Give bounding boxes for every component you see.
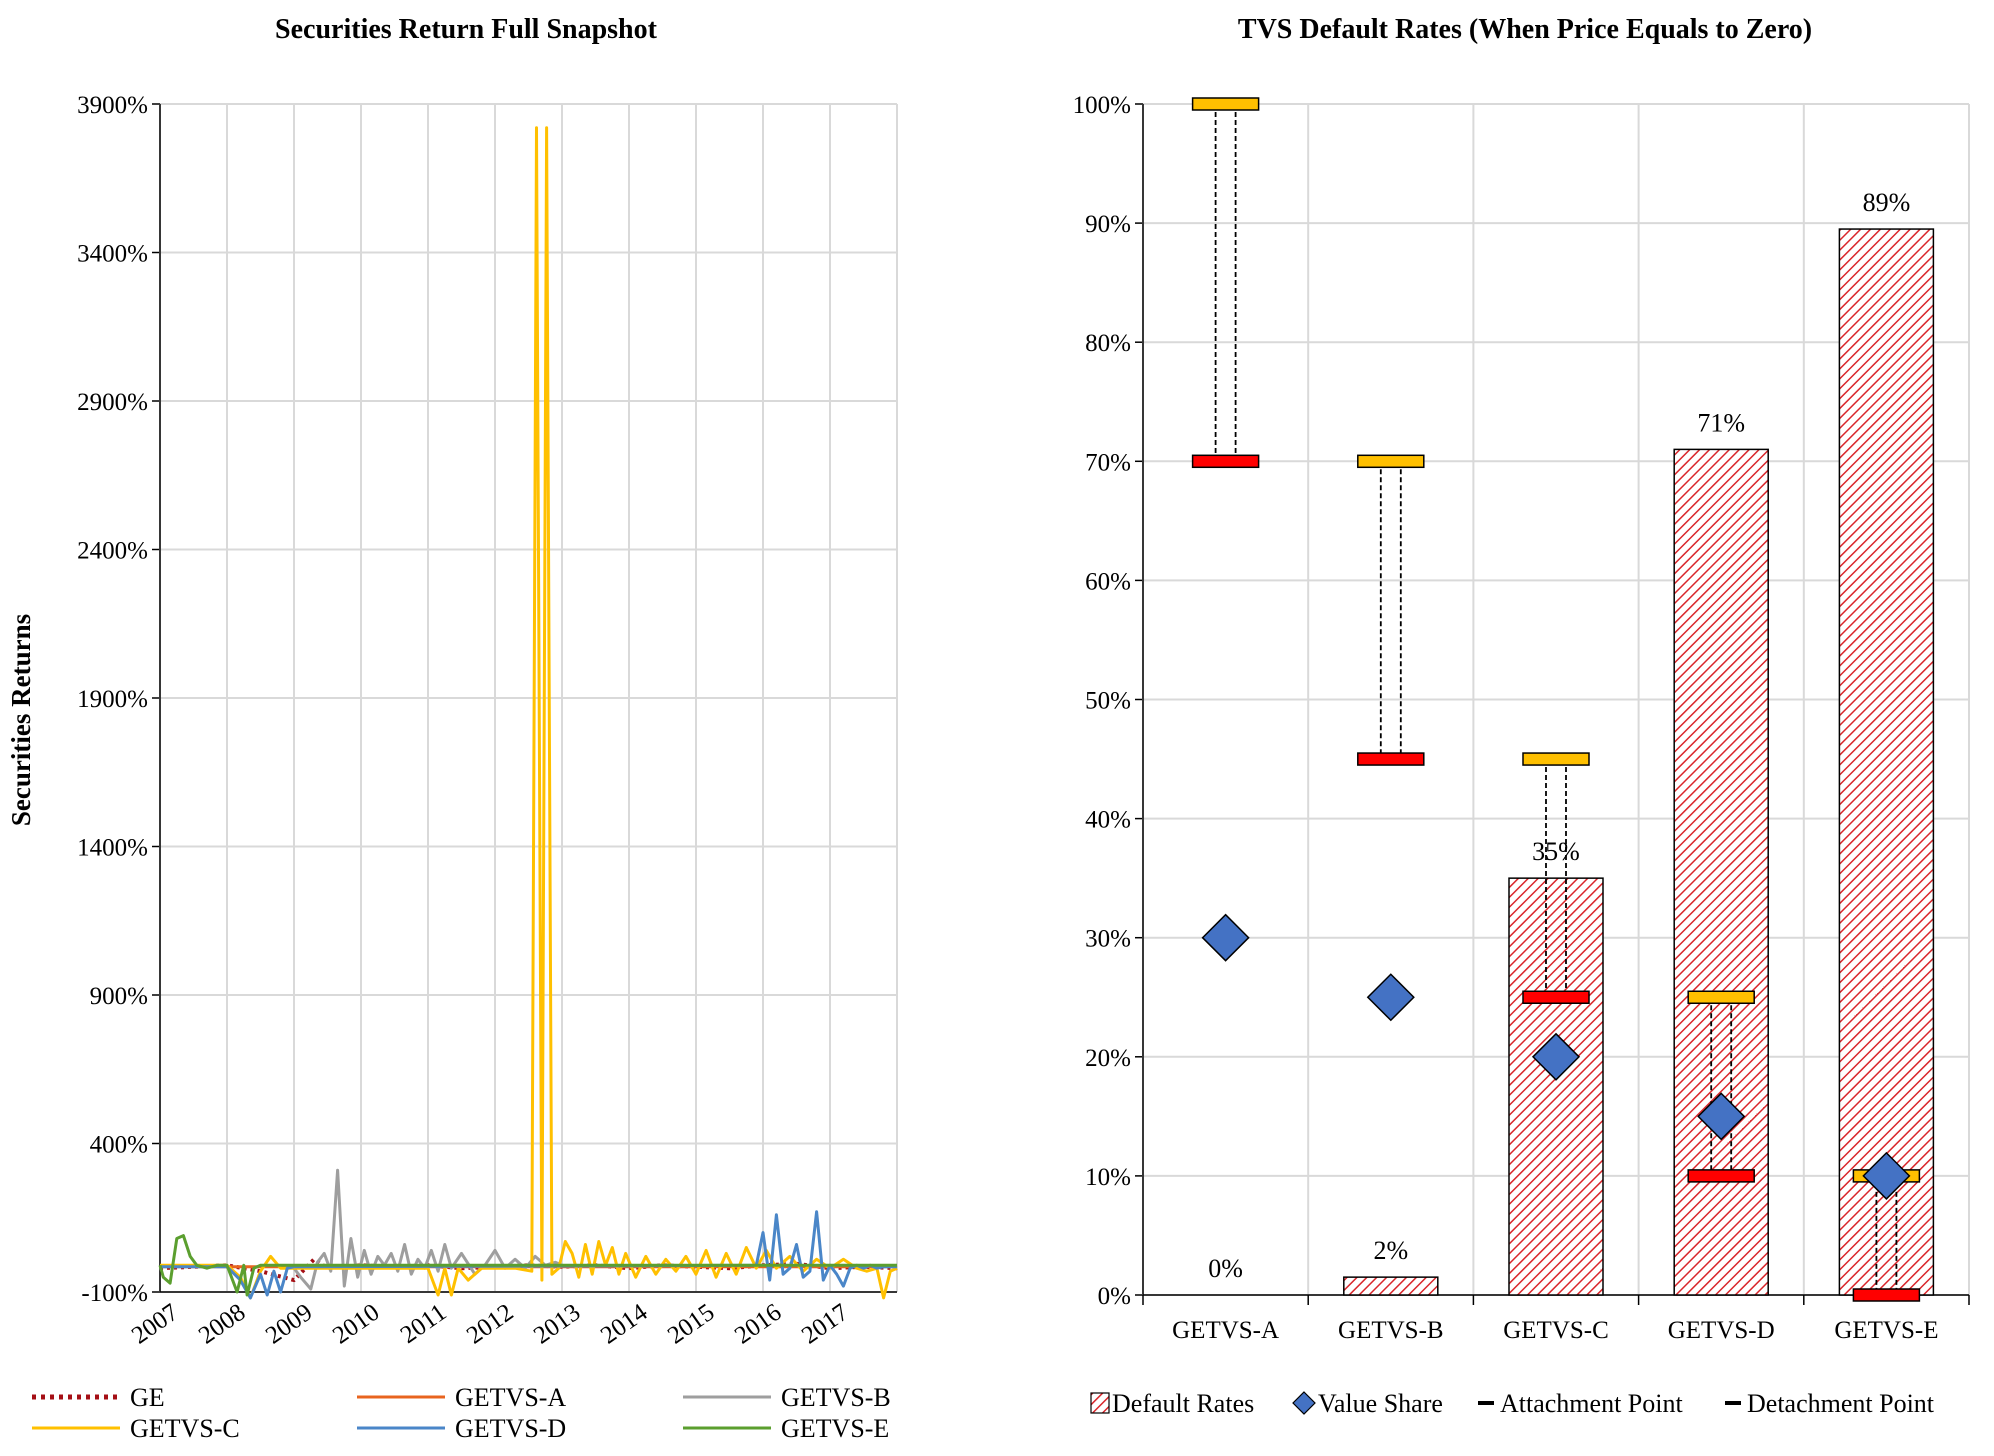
x-tick-label: 2017 — [797, 1299, 853, 1350]
x-tick-label: 2012 — [462, 1299, 518, 1350]
legend-label: GETVS-C — [130, 1414, 240, 1443]
attachment-point-marker — [1522, 990, 1590, 1004]
y-tick-label: 30% — [1085, 926, 1131, 953]
detachment-point-marker — [1357, 454, 1425, 469]
attachment-point-marker — [1852, 1288, 1921, 1302]
default-rate-label: 2% — [1373, 1236, 1408, 1265]
legend-label: Detachment Point — [1747, 1389, 1935, 1418]
legend-label: Attachment Point — [1500, 1389, 1683, 1418]
detachment-point-marker — [1522, 752, 1590, 766]
attachment-point-marker — [1687, 1169, 1755, 1183]
x-tick-label: GETVS-B — [1338, 1317, 1444, 1344]
legend-label: Value Share — [1318, 1389, 1443, 1418]
value-share-marker — [1697, 1092, 1746, 1141]
x-tick-label: 2015 — [663, 1299, 719, 1350]
y-tick-label: 1900% — [77, 686, 148, 713]
legend-label: Default Rates — [1112, 1389, 1254, 1418]
y-tick-labels: -100% 400% 900% 1400% 1900% 2400% 2900% 3400% 39… — [77, 92, 148, 1307]
y-tick-label: 90% — [1085, 211, 1131, 238]
detachment-point-marker — [1191, 97, 1260, 111]
default-rate-label: 89% — [1863, 188, 1911, 217]
bars: 0% 2% 35% 71% 89% — [1208, 188, 1935, 1296]
y-tick-label: 60% — [1085, 568, 1131, 595]
gridlines — [152, 103, 898, 1293]
y-tick-label: 1400% — [77, 835, 148, 862]
x-tick-label: GETVS-C — [1503, 1317, 1609, 1344]
x-tick-label: 2011 — [396, 1299, 452, 1349]
legend-label: GETVS-B — [781, 1383, 891, 1412]
legend: GE GETVS-A GETVS-B GETVS-C GETVS-D GETVS-E — [32, 1383, 891, 1443]
x-tick-label: GETVS-D — [1668, 1317, 1775, 1344]
attachment-point-marker — [1357, 752, 1425, 766]
x-tick-label: 2013 — [529, 1299, 585, 1350]
detachment-point-marker — [1687, 990, 1755, 1004]
y-tick-label: 10% — [1085, 1164, 1131, 1191]
default-rate-bar — [1508, 877, 1604, 1296]
y-tick-label: 40% — [1085, 807, 1131, 834]
value-share-marker — [1531, 1032, 1581, 1081]
y-axis-title: Securities Returns — [6, 614, 36, 826]
default-rate-label: 0% — [1208, 1254, 1243, 1283]
series-lines — [158, 126, 898, 1300]
value-share-marker — [1201, 913, 1250, 962]
x-tick-labels: GETVS-A GETVS-B GETVS-C GETVS-D GETVS-E — [1172, 1317, 1938, 1344]
y-tick-label: 2400% — [77, 538, 148, 565]
bar-chart: TVS Default Rates (When Price Equals to … — [1073, 14, 1970, 1418]
x-tick-label: GETVS-E — [1834, 1317, 1938, 1344]
y-tick-label: 3400% — [77, 241, 148, 268]
y-tick-label: 3900% — [77, 92, 148, 119]
x-tick-labels: 2007 2008 2009 2010 2011 2012 2013 2014 2015 2016… — [127, 1299, 853, 1350]
y-tick-label: -100% — [81, 1280, 148, 1307]
legend-swatch-value-share — [1292, 1391, 1316, 1415]
legend-swatch-default-rates — [1090, 1392, 1110, 1414]
legend: Default Rates Value Share Attachment Point… — [1090, 1389, 1935, 1418]
series-line-getvs-c — [160, 126, 898, 1300]
legend-label: GETVS-E — [781, 1414, 889, 1443]
y-tick-label: 400% — [90, 1132, 148, 1159]
x-tick-label: 2008 — [194, 1299, 250, 1350]
default-rate-bar — [1673, 448, 1769, 1296]
y-tick-label: 20% — [1085, 1045, 1131, 1072]
attachment-point-marker — [1191, 454, 1260, 469]
value-share-marker — [1366, 973, 1415, 1022]
series-line-getvs-e — [158, 1234, 897, 1297]
legend-label: GE — [130, 1383, 165, 1412]
chart-title: TVS Default Rates (When Price Equals to … — [1238, 14, 1812, 45]
y-tick-label: 0% — [1098, 1283, 1131, 1310]
y-tick-label: 900% — [90, 983, 148, 1010]
legend-label: GETVS-A — [455, 1383, 566, 1412]
y-tick-label: 80% — [1085, 330, 1131, 357]
default-rate-label: 71% — [1697, 408, 1745, 437]
default-rate-bar — [1343, 1276, 1439, 1296]
x-tick-label: 2016 — [730, 1299, 786, 1350]
x-tick-label: 2010 — [328, 1299, 384, 1350]
gridlines — [1135, 103, 1970, 1305]
range-markers — [1191, 97, 1921, 1302]
y-tick-labels: 0% 10% 20% 30% 40% 50% 60% 70% 80% 90% 100% — [1073, 92, 1131, 1310]
y-tick-label: 2900% — [77, 389, 148, 416]
y-tick-label: 50% — [1085, 688, 1131, 715]
series-line-getvs-d — [160, 1210, 897, 1300]
legend-label: GETVS-D — [455, 1414, 566, 1443]
line-chart: Securities Return Full Snapshot Securiti… — [6, 14, 898, 1443]
chart-title: Securities Return Full Snapshot — [275, 14, 658, 45]
value-share-marker — [1862, 1151, 1911, 1200]
y-tick-label: 100% — [1073, 92, 1131, 119]
x-tick-label: 2009 — [261, 1299, 317, 1350]
x-tick-label: 2014 — [596, 1299, 653, 1350]
default-rate-bar — [1838, 228, 1935, 1296]
x-tick-label: GETVS-A — [1172, 1317, 1279, 1344]
default-rate-label: 35% — [1532, 837, 1580, 866]
y-tick-label: 70% — [1085, 449, 1131, 476]
